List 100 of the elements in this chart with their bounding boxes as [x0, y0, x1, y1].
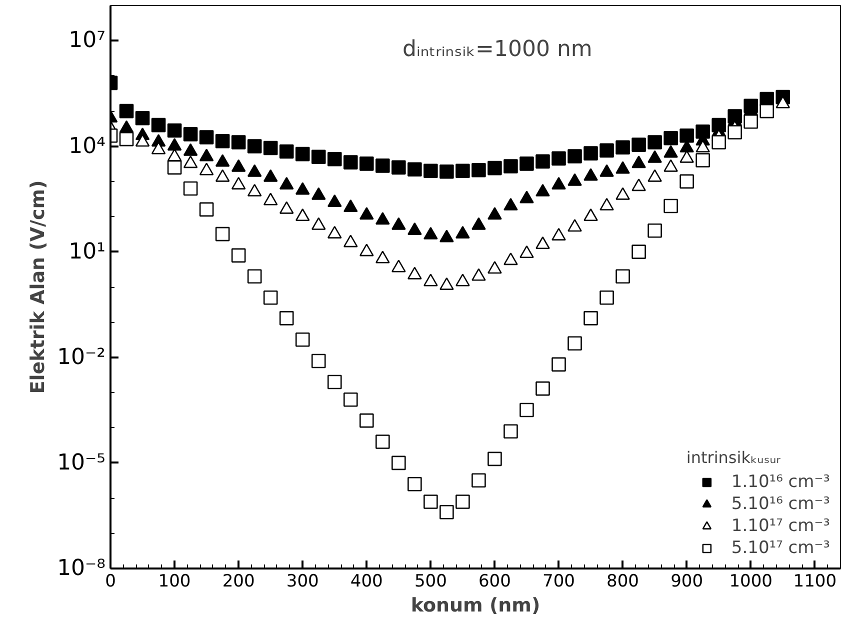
- legend-label: 5.10¹⁶ cm⁻³: [731, 494, 830, 514]
- point: [167, 138, 182, 151]
- point: [327, 194, 342, 208]
- point: [504, 424, 518, 438]
- point: [279, 176, 294, 190]
- point: [231, 176, 246, 190]
- point: [408, 476, 422, 492]
- point: [343, 392, 358, 407]
- point: [472, 217, 486, 230]
- x-tick-label: 1100: [793, 572, 837, 592]
- point: [568, 219, 582, 232]
- point: [376, 250, 390, 264]
- point: [456, 274, 470, 286]
- point: [488, 207, 502, 220]
- point: [600, 198, 614, 210]
- point: [263, 169, 278, 182]
- point: [600, 164, 614, 177]
- point: [616, 187, 630, 200]
- point: [424, 494, 438, 509]
- point: [392, 217, 406, 230]
- point: [552, 176, 566, 190]
- point: [696, 140, 710, 152]
- point: [568, 173, 582, 186]
- point: [616, 161, 630, 174]
- point: [552, 357, 566, 372]
- point: [472, 268, 486, 281]
- point: [183, 143, 198, 156]
- point: [311, 354, 326, 368]
- point: [488, 452, 502, 466]
- point: [311, 217, 326, 230]
- point: [584, 208, 598, 222]
- point: [504, 198, 518, 210]
- point: [664, 145, 678, 158]
- point: [263, 192, 278, 206]
- point: [456, 494, 470, 509]
- point: [440, 230, 454, 242]
- y-axis-title: Elektrik Alan (V/cm): [27, 180, 50, 394]
- point: [520, 402, 534, 418]
- point: [247, 184, 262, 196]
- y-tick-label: 10⁻⁸: [57, 556, 106, 581]
- x-tick-label: 300: [286, 572, 319, 592]
- point: [231, 248, 246, 263]
- legend-label: 1.10¹⁶ cm⁻³: [731, 472, 830, 492]
- point: [376, 212, 390, 225]
- point: [632, 244, 646, 259]
- annotation: dᵢₙₜᵣᵢₙₛᵢₖ=1000 nm: [402, 36, 592, 62]
- point: [215, 226, 230, 242]
- point: [151, 142, 166, 154]
- point: [472, 473, 486, 488]
- point: [664, 159, 678, 172]
- point: [616, 269, 630, 284]
- point: [488, 261, 502, 274]
- point: [183, 156, 198, 168]
- point: [408, 266, 422, 280]
- point: [295, 332, 310, 347]
- point: [295, 208, 310, 222]
- x-tick-label: 800: [606, 572, 640, 592]
- legend-title: intrinsikₖᵤₛᵤᵣ: [686, 448, 782, 467]
- point: [776, 96, 790, 108]
- point: [199, 162, 214, 176]
- point: [247, 269, 262, 284]
- point: [504, 252, 518, 266]
- point: [327, 226, 342, 238]
- point: [440, 504, 454, 520]
- point: [632, 156, 646, 168]
- y-tick-label: 10⁴: [68, 134, 106, 159]
- point: [648, 169, 662, 182]
- point: [279, 311, 294, 326]
- point: [456, 226, 470, 238]
- x-tick-label: 900: [670, 572, 704, 592]
- x-tick-label: 200: [222, 572, 255, 592]
- point: [135, 134, 150, 147]
- point: [440, 277, 454, 290]
- point: [247, 164, 262, 177]
- point: [359, 413, 374, 428]
- x-tick-label: 100: [158, 572, 191, 592]
- point: [568, 336, 582, 351]
- y-tick-label: 10¹: [68, 239, 106, 264]
- point: [520, 190, 534, 204]
- point: [536, 184, 550, 196]
- point: [167, 148, 182, 162]
- point: [632, 178, 646, 192]
- point: [279, 201, 294, 214]
- point: [648, 223, 662, 238]
- point: [215, 154, 230, 167]
- x-tick-label: 500: [414, 572, 447, 592]
- point: [680, 150, 694, 163]
- y-tick-label: 10⁻⁵: [57, 450, 106, 476]
- point: [600, 290, 614, 305]
- point: [648, 150, 662, 163]
- point: [343, 234, 358, 248]
- point: [392, 260, 406, 272]
- x-tick-label: 1000: [729, 572, 772, 592]
- y-tick-label: 10⁻²: [57, 344, 106, 370]
- point: [536, 381, 550, 396]
- point: [359, 207, 374, 220]
- point: [359, 244, 374, 256]
- point: [424, 226, 438, 240]
- point: [376, 434, 390, 449]
- legend-label: 5.10¹⁷ cm⁻³: [731, 538, 830, 558]
